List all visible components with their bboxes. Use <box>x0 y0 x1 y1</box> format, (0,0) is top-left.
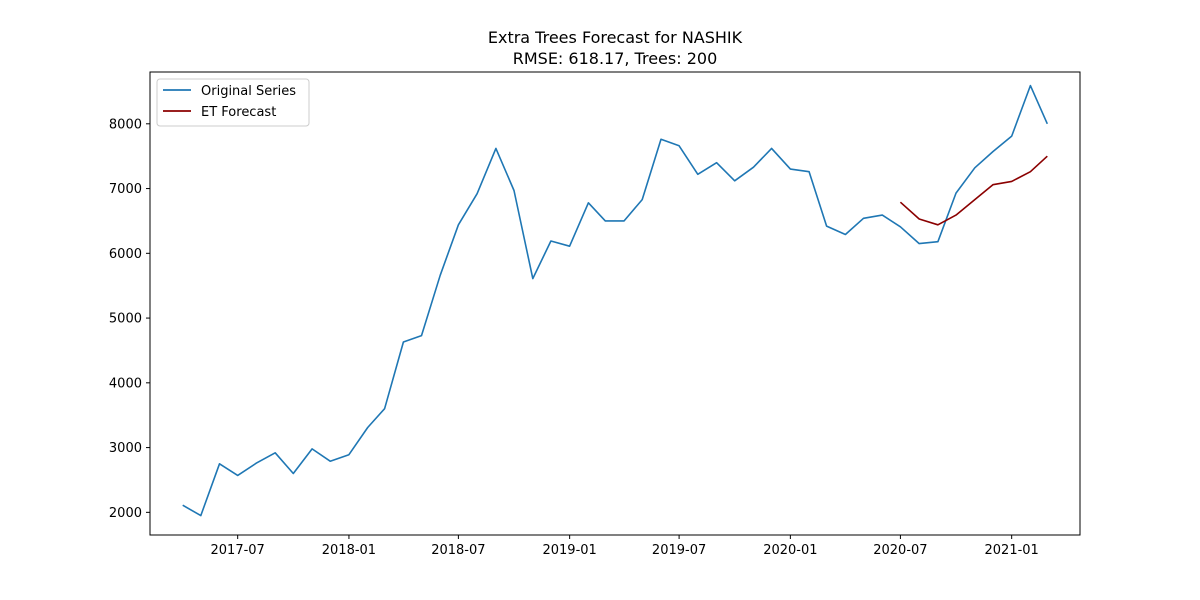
chart-title: Extra Trees Forecast for NASHIK <box>488 28 743 47</box>
y-tick-label: 2000 <box>109 506 142 521</box>
series-line-1 <box>899 155 1048 226</box>
legend: Original Series ET Forecast <box>156 78 310 127</box>
x-tick-label: 2020-07 <box>873 543 927 558</box>
y-axis: 2000 3000 4000 5000 6000 7000 8000 <box>109 117 150 521</box>
plot-frame <box>149 71 1081 536</box>
y-tick-label: 6000 <box>109 247 142 262</box>
x-axis: 2017-07 2018-01 2018-07 2019-01 2019-07 2020-… <box>211 535 1039 558</box>
y-tick-label: 7000 <box>109 182 142 197</box>
y-tick-label: 8000 <box>109 117 142 132</box>
x-tick-label: 2019-01 <box>542 543 596 558</box>
x-tick-label: 2018-07 <box>431 543 485 558</box>
y-tick-label: 3000 <box>109 441 142 456</box>
x-tick-label: 2019-07 <box>652 543 706 558</box>
legend-box <box>156 78 310 127</box>
x-tick-label: 2018-01 <box>322 543 376 558</box>
x-tick-label: 2021-01 <box>985 543 1039 558</box>
y-tick-label: 5000 <box>109 312 142 327</box>
legend-label: Original Series <box>201 84 296 99</box>
x-tick-label: 2017-07 <box>211 543 265 558</box>
series-line-0 <box>182 84 1049 517</box>
series-layer <box>182 84 1049 517</box>
y-tick-label: 4000 <box>109 376 142 391</box>
legend-label: ET Forecast <box>201 105 276 120</box>
chart-subtitle: RMSE: 618.17, Trees: 200 <box>513 49 718 68</box>
x-tick-label: 2020-01 <box>763 543 817 558</box>
